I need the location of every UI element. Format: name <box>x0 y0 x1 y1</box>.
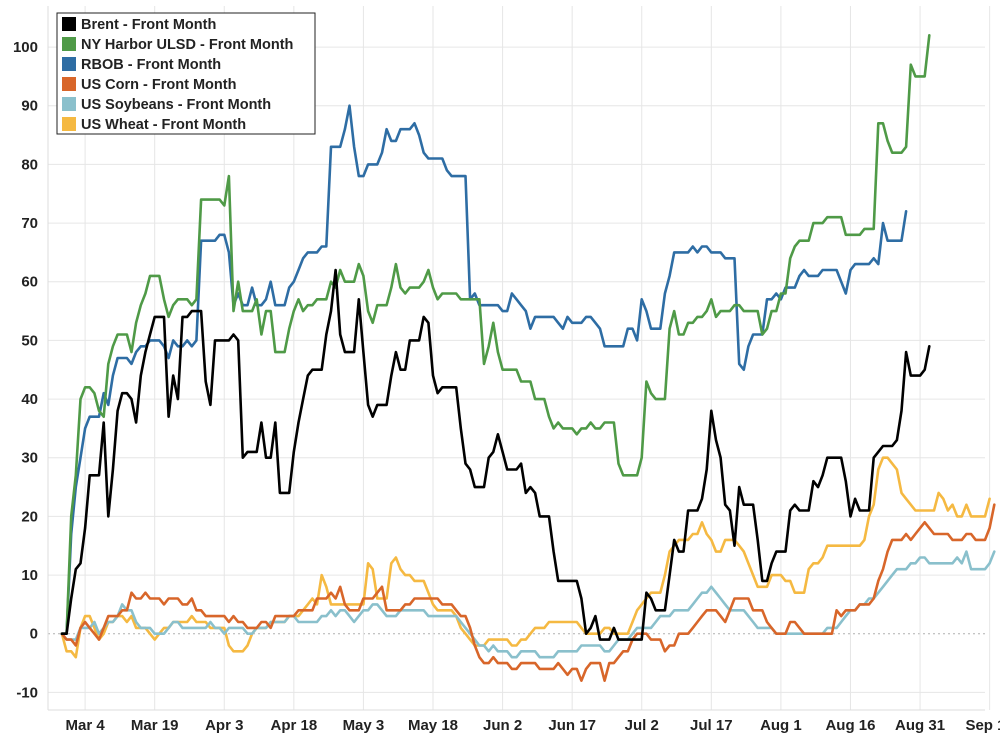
x-tick-label: Jul 2 <box>625 717 659 734</box>
legend-label-us-soybeans-front-month: US Soybeans - Front Month <box>81 97 271 113</box>
x-tick-label: Apr 18 <box>271 717 318 734</box>
y-tick-label: 50 <box>21 332 38 349</box>
legend-label-ny-harbor-ulsd-front-month: NY Harbor ULSD - Front Month <box>81 37 293 53</box>
x-tick-label: Jun 17 <box>548 717 596 734</box>
y-tick-label: 10 <box>21 567 38 584</box>
legend-box <box>56 12 316 135</box>
y-tick-label: -10 <box>16 684 38 701</box>
y-tick-label: 90 <box>21 98 38 115</box>
y-tick-label: 40 <box>21 391 38 408</box>
x-tick-label: Jul 17 <box>690 717 733 734</box>
x-tick-label: Mar 4 <box>66 717 106 734</box>
legend-label-rbob-front-month: RBOB - Front Month <box>81 57 221 73</box>
x-axis: Mar 4 Mar 19 Apr 3 Apr 18 May 3 May 18 Jun 2 Ju… <box>66 717 1000 734</box>
y-tick-label: 100 <box>13 39 38 56</box>
x-tick-label: Apr 3 <box>205 717 243 734</box>
series-line-us-corn-front-month <box>60 503 996 682</box>
y-tick-label: 60 <box>21 274 38 291</box>
y-tick-label: 30 <box>21 450 38 467</box>
y-tick-label: 70 <box>21 215 38 232</box>
x-tick-label: Aug 31 <box>895 717 945 734</box>
series-line-us-soybeans-front-month <box>60 550 996 659</box>
y-axis: -10 0 10 20 30 40 50 60 70 80 90 100 <box>13 39 38 701</box>
legend-swatch-us-corn-front-month <box>62 77 76 91</box>
x-tick-label: Jun 2 <box>483 717 522 734</box>
series-line-ny-harbor-ulsd-front-month <box>60 34 931 635</box>
y-tick-label: 0 <box>30 626 38 643</box>
series-line-brent-front-month <box>60 268 931 641</box>
y-tick-label: 20 <box>21 508 38 525</box>
legend-label-us-corn-front-month: US Corn - Front Month <box>81 77 236 93</box>
legend-swatch-ny-harbor-ulsd-front-month <box>62 37 76 51</box>
y-tick-label: 80 <box>21 156 38 173</box>
legend-swatch-us-soybeans-front-month <box>62 97 76 111</box>
x-tick-label: May 18 <box>408 717 458 734</box>
x-tick-label: Mar 19 <box>131 717 179 734</box>
legend-swatch-rbob-front-month <box>62 57 76 71</box>
x-tick-label: Aug 16 <box>825 717 875 734</box>
x-tick-label: Sep 15 <box>965 717 1000 734</box>
x-tick-label: May 3 <box>343 717 385 734</box>
x-tick-label: Aug 1 <box>760 717 802 734</box>
legend-swatch-us-wheat-front-month <box>62 117 76 131</box>
legend-label-us-wheat-front-month: US Wheat - Front Month <box>81 117 246 133</box>
legend-label-brent-front-month: Brent - Front Month <box>81 17 216 33</box>
legend: Brent - Front Month NY Harbor ULSD - Fron… <box>56 12 316 135</box>
series-lines <box>60 34 996 682</box>
series-line-rbob-front-month <box>60 104 908 635</box>
legend-swatch-brent-front-month <box>62 17 76 31</box>
